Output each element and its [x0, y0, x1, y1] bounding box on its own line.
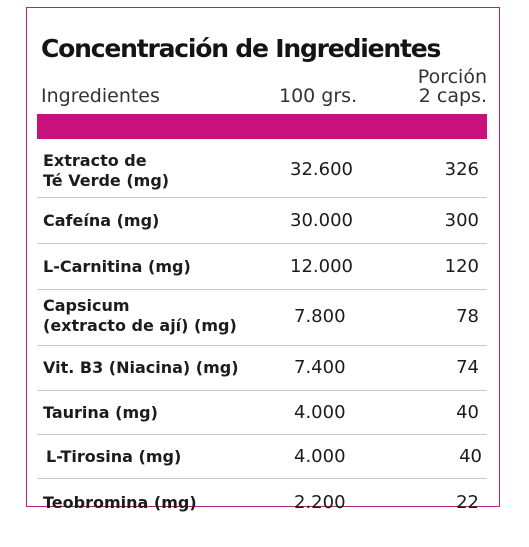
- ingredient-name: Extracto de Té Verde (mg): [43, 151, 170, 190]
- ingredient-name: Vit. B3 (Niacina) (mg): [43, 358, 239, 377]
- table-row: Vit. B3 (Niacina) (mg) 7.400 74: [37, 346, 487, 391]
- table-row: Cafeína (mg) 30.000 300: [37, 198, 487, 244]
- ingredient-name: Cafeína (mg): [43, 211, 160, 230]
- value-per-100g: 2.200: [294, 492, 346, 513]
- value-portion: 120: [444, 256, 479, 277]
- table-row: Taurina (mg) 4.000 40: [37, 391, 487, 435]
- table-row: L-Tirosina (mg) 4.000 40: [37, 435, 487, 479]
- ingredient-name: L-Carnitina (mg): [43, 257, 191, 276]
- ingredient-name: Taurina (mg): [43, 403, 158, 422]
- ingredients-table-body: Extracto de Té Verde (mg) 32.600 326 Caf…: [37, 141, 487, 527]
- value-portion: 22: [456, 492, 479, 513]
- value-portion: 300: [444, 210, 479, 231]
- table-row: L-Carnitina (mg) 12.000 120: [37, 244, 487, 290]
- value-per-100g: 4.000: [294, 402, 346, 423]
- value-portion: 40: [459, 446, 482, 467]
- value-portion: 40: [456, 402, 479, 423]
- value-per-100g: 12.000: [290, 256, 353, 277]
- column-header-portion: Porción 2 caps.: [417, 66, 487, 107]
- table-title: Concentración de Ingredientes: [41, 34, 441, 63]
- value-portion: 78: [456, 306, 479, 327]
- value-per-100g: 32.600: [290, 159, 353, 180]
- value-per-100g: 4.000: [294, 446, 346, 467]
- column-header-per-100g: 100 grs.: [279, 85, 358, 107]
- column-header-ingredients: Ingredientes: [41, 85, 160, 107]
- value-portion: 326: [444, 159, 479, 180]
- value-portion: 74: [456, 357, 479, 378]
- ingredients-table-panel: Concentración de Ingredientes Ingredient…: [26, 7, 500, 513]
- ingredient-name: Teobromina (mg): [43, 493, 197, 512]
- value-per-100g: 30.000: [290, 210, 353, 231]
- table-row: Teobromina (mg) 2.200 22: [37, 479, 487, 527]
- ingredient-name: Capsicum (extracto de ají) (mg): [43, 296, 237, 335]
- value-per-100g: 7.400: [294, 357, 346, 378]
- value-per-100g: 7.800: [294, 306, 346, 327]
- header-accent-bar: [37, 114, 487, 139]
- ingredient-name: L-Tirosina (mg): [46, 447, 182, 466]
- table-row: Capsicum (extracto de ají) (mg) 7.800 78: [37, 290, 487, 346]
- table-row: Extracto de Té Verde (mg) 32.600 326: [37, 141, 487, 198]
